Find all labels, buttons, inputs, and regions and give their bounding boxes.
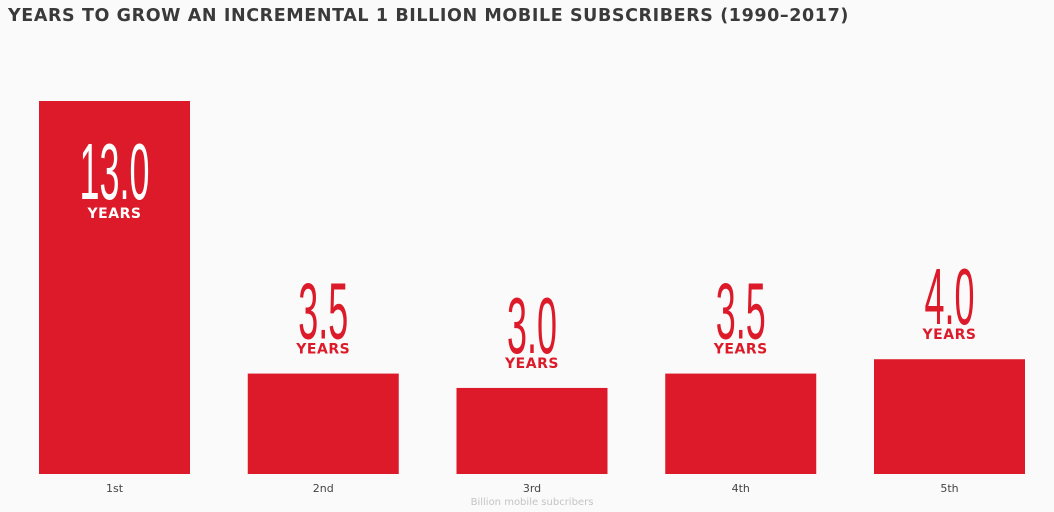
value-label: 3.0 [507, 282, 557, 371]
unit-label: YEARS [504, 356, 559, 372]
bar-1st [39, 101, 190, 474]
tick-label: 1st [106, 482, 124, 495]
value-label: 3.5 [716, 268, 766, 357]
unit-label: YEARS [87, 206, 142, 222]
unit-label: YEARS [295, 342, 350, 358]
tick-label: 4th [732, 482, 750, 495]
unit-label: YEARS [713, 342, 768, 358]
x-axis-label: Billion mobile subcribers [471, 497, 594, 508]
tick-label: 5th [940, 482, 958, 495]
tick-label: 2nd [313, 482, 334, 495]
bar-4th [665, 373, 817, 474]
unit-label: YEARS [922, 327, 977, 343]
value-label: 3.5 [298, 268, 348, 357]
tick-label: 3rd [523, 482, 541, 495]
chart-title: YEARS TO GROW AN INCREMENTAL 1 BILLION M… [8, 6, 849, 26]
value-label: 13.0 [80, 128, 150, 217]
bar-2nd [247, 373, 399, 474]
bar-3rd [456, 387, 608, 474]
bar-5th [874, 359, 1025, 474]
value-label: 4.0 [925, 253, 975, 342]
